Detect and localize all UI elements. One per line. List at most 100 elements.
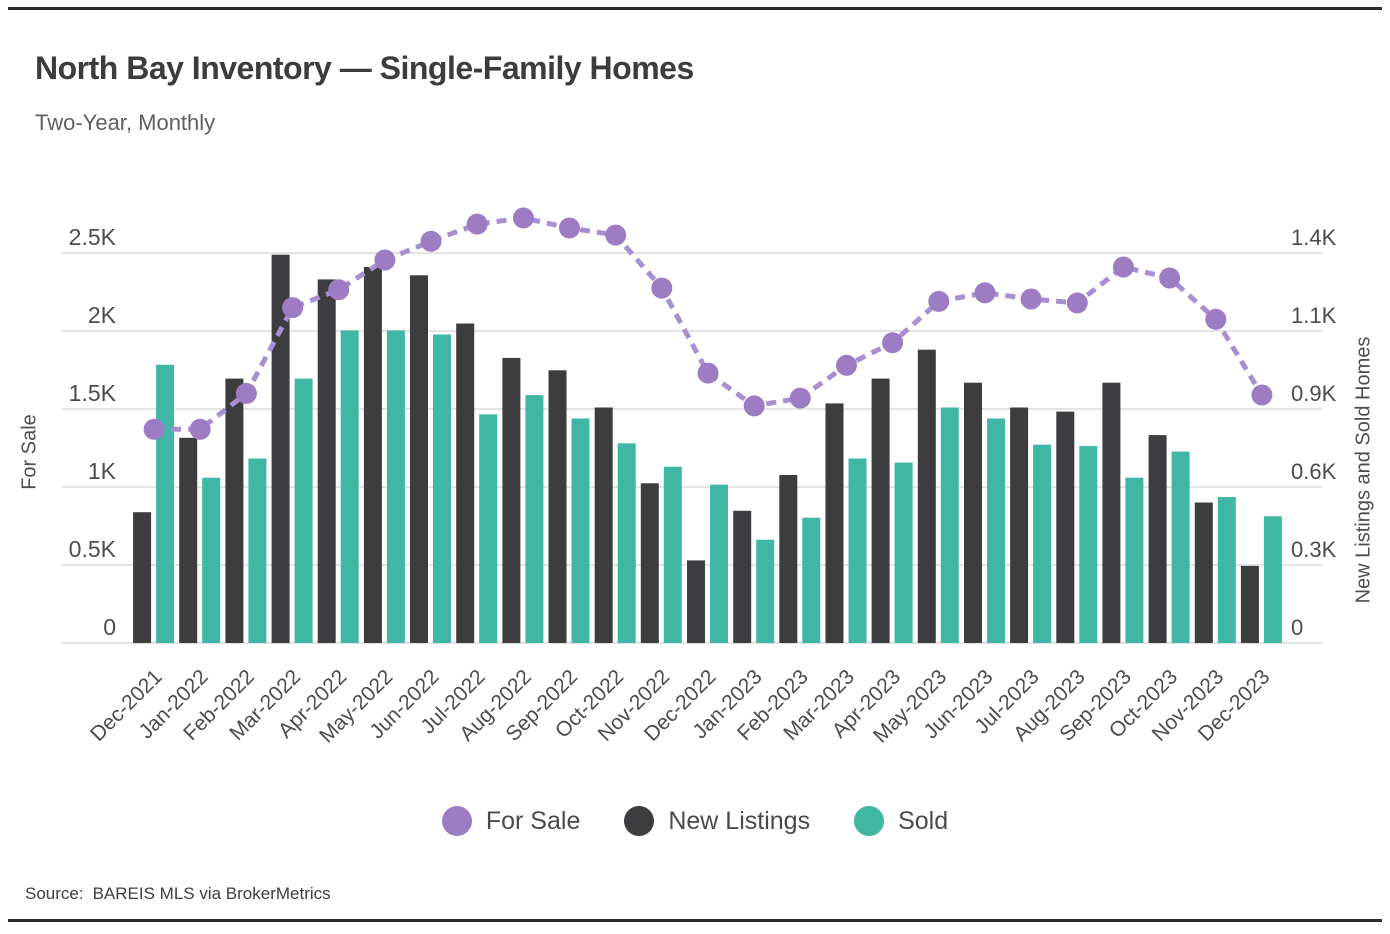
bar-sold bbox=[617, 443, 636, 643]
for-sale-point bbox=[374, 249, 396, 271]
bar-new-listings bbox=[1102, 382, 1121, 643]
source-text: BAREIS MLS via BrokerMetrics bbox=[92, 884, 331, 903]
for-sale-point bbox=[697, 362, 719, 384]
source-line: Source: BAREIS MLS via BrokerMetrics bbox=[25, 884, 331, 904]
for-sale-point bbox=[1020, 288, 1042, 310]
bar-sold bbox=[1217, 497, 1236, 643]
bar-sold bbox=[756, 539, 775, 643]
for-sale-point bbox=[974, 282, 996, 304]
top-rule bbox=[8, 7, 1382, 10]
bar-new-listings bbox=[687, 560, 705, 643]
bar-new-listings bbox=[871, 378, 890, 643]
for-sale-point bbox=[559, 217, 580, 239]
y-axis-tick-left: 1.5K bbox=[69, 380, 117, 406]
for-sale-point bbox=[466, 213, 488, 235]
legend-label-for-sale: For Sale bbox=[485, 806, 581, 835]
bar-new-listings bbox=[271, 254, 290, 643]
legend-item-for-sale: For Sale bbox=[441, 806, 581, 836]
bar-new-listings bbox=[225, 378, 244, 643]
y-axis-tick-left: 2.5K bbox=[69, 224, 117, 250]
bar-new-listings bbox=[1148, 435, 1167, 643]
y-axis-tick-right: 0.6K bbox=[1291, 459, 1337, 484]
bar-sold bbox=[894, 462, 913, 643]
bar-new-listings bbox=[1010, 407, 1029, 643]
for-sale-point bbox=[282, 297, 304, 319]
bottom-rule bbox=[8, 919, 1382, 922]
bar-sold bbox=[1125, 477, 1144, 643]
for-sale-point bbox=[882, 332, 904, 354]
for-sale-point bbox=[651, 277, 673, 299]
for-sale-point bbox=[512, 207, 534, 229]
bar-sold bbox=[433, 334, 451, 643]
y-axis-tick-left: 0.5K bbox=[69, 536, 117, 562]
for-sale-point bbox=[420, 230, 442, 252]
bar-sold bbox=[202, 477, 221, 643]
legend: For Sale New Listings Sold bbox=[0, 806, 1390, 836]
bar-sold bbox=[294, 378, 313, 643]
bar-new-listings bbox=[733, 510, 752, 643]
bar-sold bbox=[156, 364, 175, 643]
bar-sold bbox=[248, 458, 267, 643]
y-axis-tick-left: 2K bbox=[88, 302, 117, 328]
y-axis-tick-right: 1.4K bbox=[1291, 225, 1337, 250]
for-sale-point bbox=[328, 279, 350, 301]
for-sale-point bbox=[743, 395, 765, 417]
bar-sold bbox=[1079, 446, 1098, 643]
for-sale-point bbox=[1159, 267, 1181, 289]
y-axis-tick-left: 0 bbox=[103, 614, 116, 640]
for-sale-point bbox=[928, 290, 950, 312]
chart-title: North Bay Inventory — Single-Family Home… bbox=[35, 50, 694, 86]
bar-sold bbox=[663, 466, 682, 643]
bar-new-listings bbox=[964, 382, 982, 643]
legend-swatch-for-sale-icon bbox=[441, 806, 472, 836]
bar-new-listings bbox=[133, 512, 152, 643]
bar-new-listings bbox=[640, 483, 659, 643]
bar-new-listings bbox=[594, 407, 613, 643]
legend-label-sold: Sold bbox=[898, 806, 949, 835]
for-sale-point bbox=[836, 354, 857, 376]
legend-item-sold: Sold bbox=[854, 806, 948, 836]
legend-label-new-listings: New Listings bbox=[668, 806, 811, 835]
bar-sold bbox=[386, 330, 405, 643]
bar-new-listings bbox=[1056, 411, 1075, 643]
bar-sold bbox=[1171, 451, 1190, 643]
left-axis-title: For Sale bbox=[18, 414, 41, 490]
for-sale-point bbox=[1251, 384, 1273, 406]
for-sale-point bbox=[235, 382, 257, 404]
for-sale-point bbox=[789, 387, 811, 409]
for-sale-point bbox=[1066, 292, 1088, 314]
bar-sold bbox=[802, 517, 821, 643]
y-axis-tick-right: 0.9K bbox=[1291, 381, 1337, 406]
legend-item-new-listings: New Listings bbox=[624, 806, 810, 836]
y-axis-tick-right: 0.3K bbox=[1291, 537, 1337, 562]
bar-sold bbox=[848, 458, 867, 643]
bar-sold bbox=[571, 418, 590, 643]
bar-new-listings bbox=[825, 403, 844, 643]
bar-new-listings bbox=[456, 323, 475, 643]
bar-new-listings bbox=[1240, 565, 1259, 643]
bar-sold bbox=[1033, 444, 1052, 643]
legend-swatch-sold-icon bbox=[854, 806, 885, 836]
bar-new-listings bbox=[363, 267, 382, 643]
bar-new-listings bbox=[1194, 502, 1213, 643]
for-sale-point bbox=[1112, 256, 1134, 278]
bar-new-listings bbox=[502, 357, 521, 643]
bar-new-listings bbox=[179, 437, 198, 643]
legend-swatch-new-listings-icon bbox=[624, 806, 655, 836]
bar-sold bbox=[479, 414, 498, 643]
bar-new-listings bbox=[317, 279, 336, 643]
for-sale-point bbox=[143, 418, 165, 440]
bar-new-listings bbox=[779, 475, 798, 643]
bar-sold bbox=[710, 484, 728, 643]
bar-new-listings bbox=[917, 349, 936, 643]
bar-sold bbox=[525, 395, 544, 643]
bar-new-listings bbox=[410, 275, 428, 643]
for-sale-point bbox=[189, 418, 211, 440]
for-sale-point bbox=[1205, 308, 1227, 330]
y-axis-tick-right: 1.1K bbox=[1291, 303, 1337, 328]
bar-sold bbox=[1263, 516, 1282, 643]
for-sale-point bbox=[605, 224, 627, 246]
bar-sold bbox=[340, 330, 359, 643]
